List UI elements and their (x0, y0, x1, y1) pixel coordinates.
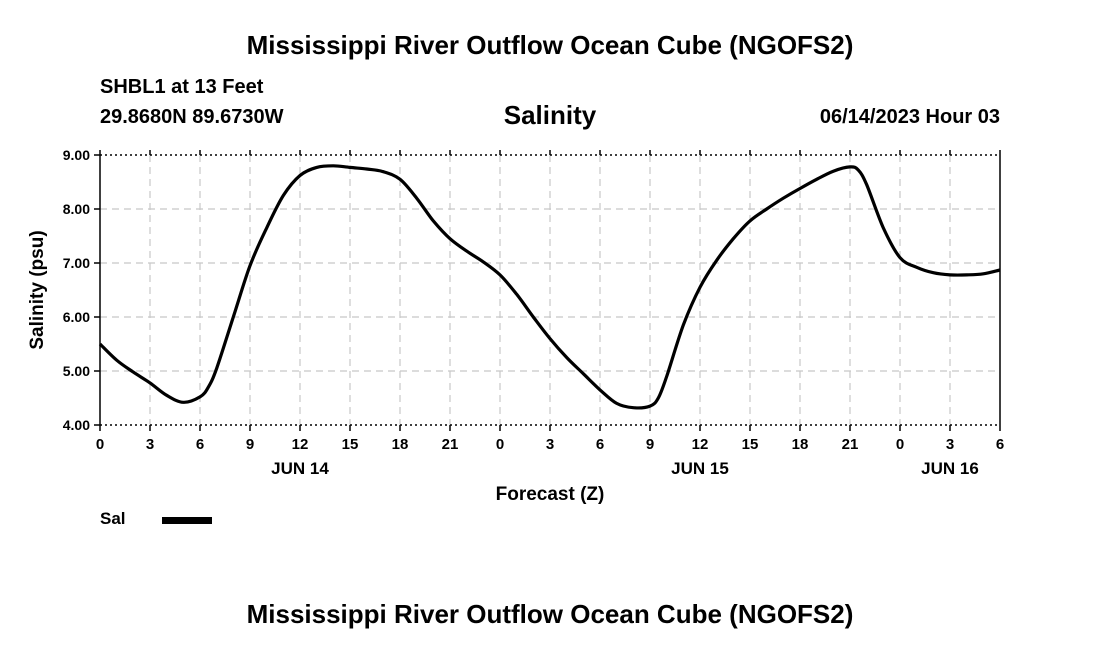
y-axis-label: Salinity (psu) (27, 230, 48, 349)
y-tick-label: 9.00 (63, 147, 90, 163)
y-tick-label: 4.00 (63, 417, 90, 433)
x-tick-label: 18 (392, 436, 409, 453)
x-tick-label: 3 (946, 436, 954, 453)
x-tick-label: 0 (896, 436, 904, 453)
y-tick-label: 6.00 (63, 309, 90, 325)
x-day-label: JUN 15 (671, 459, 729, 478)
x-tick-label: 21 (442, 436, 459, 453)
station-label: SHBL1 at 13 Feet (100, 76, 264, 98)
x-axis-label: Forecast (Z) (496, 484, 605, 505)
datetime-label: 06/14/2023 Hour 03 (819, 106, 1000, 128)
legend-swatch (162, 517, 212, 524)
y-tick-label: 7.00 (63, 255, 90, 271)
footer-title: Mississippi River Outflow Ocean Cube (NG… (246, 599, 854, 629)
legend-label: Sal (100, 509, 126, 528)
x-tick-label: 3 (546, 436, 554, 453)
x-tick-label: 9 (246, 436, 254, 453)
x-tick-label: 3 (146, 436, 154, 453)
x-tick-label: 6 (196, 436, 204, 453)
coordinates-label: 29.8680N 89.6730W (100, 106, 284, 128)
x-tick-label: 21 (842, 436, 859, 453)
y-tick-label: 8.00 (63, 201, 90, 217)
x-tick-label: 18 (792, 436, 809, 453)
x-tick-label: 9 (646, 436, 654, 453)
y-tick-label: 5.00 (63, 363, 90, 379)
x-day-label: JUN 16 (921, 459, 979, 478)
page-title: Mississippi River Outflow Ocean Cube (NG… (246, 30, 854, 60)
x-tick-label: 15 (342, 436, 359, 453)
x-tick-label: 6 (596, 436, 604, 453)
chart-title: Salinity (503, 100, 597, 130)
x-tick-label: 0 (96, 436, 104, 453)
x-day-label: JUN 14 (271, 459, 329, 478)
x-tick-label: 6 (996, 436, 1004, 453)
x-tick-label: 12 (692, 436, 709, 453)
x-tick-label: 15 (742, 436, 759, 453)
series-line-sal (98, 164, 1001, 410)
x-tick-label: 12 (292, 436, 309, 453)
x-tick-label: 0 (496, 436, 504, 453)
